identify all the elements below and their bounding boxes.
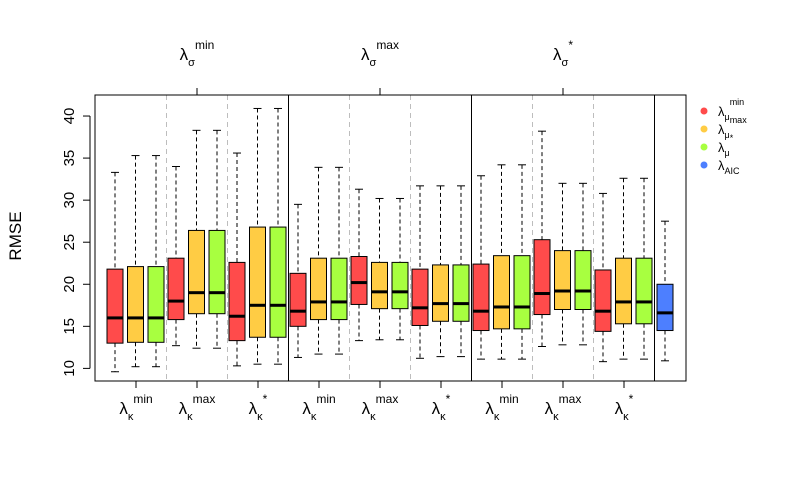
box-iqr — [493, 255, 510, 330]
boxes — [106, 107, 674, 373]
bottom-tick-label: λκmin — [119, 392, 152, 423]
box-14 — [371, 197, 388, 341]
top-tick-label: λσ* — [553, 38, 573, 69]
box-20 — [493, 164, 510, 360]
box-iqr — [127, 266, 144, 343]
box-iqr — [249, 226, 266, 338]
box-26 — [615, 177, 632, 360]
y-tick-label: 40 — [61, 108, 78, 125]
box-5 — [188, 129, 205, 349]
box-iqr — [228, 261, 246, 342]
box-iqr — [330, 257, 348, 321]
box-10 — [289, 203, 307, 358]
box-6 — [208, 129, 226, 349]
box-iqr — [147, 266, 165, 343]
bottom-tick-label: λκ* — [249, 392, 268, 423]
legend-swatch — [700, 125, 708, 133]
box-25 — [594, 192, 612, 363]
y-axis-title: RMSE — [6, 211, 25, 260]
legend-entry-mu_star: λμ* — [700, 133, 734, 158]
legend-entry-mu_max: λμmax — [700, 115, 747, 140]
box-iqr — [167, 257, 185, 321]
box-16 — [411, 185, 429, 359]
box-iqr — [615, 257, 632, 325]
bottom-tick-label: λκmax — [179, 392, 216, 423]
box-iqr — [289, 272, 307, 327]
y-tick-label: 25 — [61, 234, 78, 251]
box-iqr — [208, 229, 226, 315]
box-iqr — [554, 250, 571, 310]
y-tick-label: 15 — [61, 318, 78, 335]
bottom-tick-label: λκmin — [302, 392, 335, 423]
bottom-tick-label: λκ* — [615, 392, 634, 423]
y-tick-label: 30 — [61, 192, 78, 209]
box-18 — [452, 185, 470, 358]
box-22 — [533, 130, 551, 348]
y-tick-label: 35 — [61, 150, 78, 167]
box-12 — [330, 166, 348, 355]
axes: 10 15 20 25 30 35 40 λσmin λσmax λσ* λκmin λκmax λκ*… — [61, 38, 687, 423]
box-iqr — [656, 283, 674, 332]
bottom-tick-label: λκ* — [432, 392, 451, 423]
box-iqr — [391, 261, 409, 310]
box-iqr — [350, 256, 368, 305]
legend-label: λμmin — [718, 97, 744, 122]
top-tick-label: λσmin — [180, 38, 215, 69]
box-15 — [391, 197, 409, 341]
box-iqr — [452, 264, 470, 322]
box-8 — [249, 107, 266, 365]
box-iqr — [635, 257, 653, 325]
y-tick-label: 20 — [61, 276, 78, 293]
bottom-tick-label: λκmax — [545, 392, 582, 423]
bottom-tick-label: λκmax — [362, 392, 399, 423]
legend-entry-aic: λAIC — [700, 158, 740, 176]
plot-frame — [94, 94, 687, 382]
box-iqr — [269, 226, 287, 338]
box-2 — [127, 155, 144, 368]
box-iqr — [188, 229, 205, 315]
box-13 — [350, 188, 368, 342]
bottom-tick-label: λκmin — [485, 392, 518, 423]
box-iqr — [310, 257, 327, 321]
box-21 — [513, 164, 531, 360]
box-9 — [269, 107, 287, 365]
legend-swatch — [700, 143, 708, 151]
box-17 — [432, 185, 449, 358]
box-4 — [167, 166, 185, 347]
box-iqr — [533, 239, 551, 316]
legend-label: λμ* — [718, 133, 734, 158]
box-iqr — [472, 263, 490, 332]
box-7 — [228, 152, 246, 367]
legend-swatch — [700, 107, 708, 115]
box-3 — [147, 155, 165, 368]
y-tick-label: 10 — [61, 360, 78, 377]
box-iqr — [411, 268, 429, 326]
legend-swatch — [700, 161, 708, 169]
legend-entry-mu_min: λμmin — [700, 97, 744, 122]
box-23 — [554, 182, 571, 346]
box-27 — [635, 177, 653, 360]
box-19 — [472, 175, 490, 360]
box-iqr — [106, 268, 124, 344]
box-24 — [574, 182, 592, 346]
box-iqr — [371, 261, 388, 310]
top-tick-label: λσmax — [361, 38, 399, 69]
box-iqr — [432, 264, 449, 322]
box-iqr — [513, 255, 531, 330]
box-iqr — [574, 250, 592, 310]
box-iqr — [594, 269, 612, 332]
box-28 — [656, 220, 674, 362]
box-11 — [310, 166, 327, 355]
group-separators — [166, 95, 655, 381]
legend-label: λAIC — [718, 158, 740, 176]
legend-label: λμmax — [718, 115, 747, 140]
box-1 — [106, 171, 124, 373]
